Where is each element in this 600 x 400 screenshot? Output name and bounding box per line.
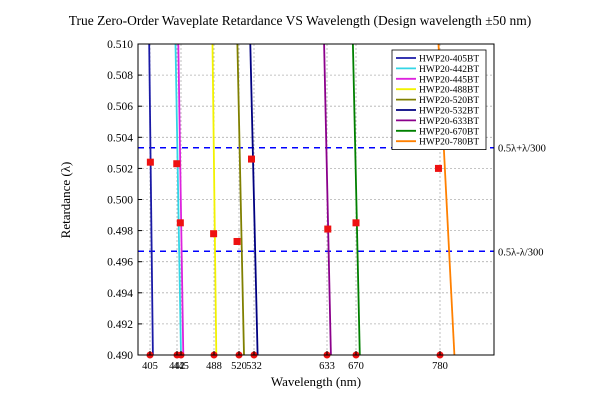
y-tick-label: 0.510 [107,39,133,51]
series-line [177,43,185,356]
series-line [249,43,259,356]
series-line [211,43,218,356]
x-tick-label: 532 [246,361,262,372]
series-lines [148,43,456,356]
legend-label: HWP20-488BT [419,86,479,96]
y-tick-label: 0.498 [107,226,133,238]
data-marker-square [324,225,332,233]
markers [146,155,444,359]
x-axis-label: Wavelength (nm) [271,374,361,389]
legend: HWP20-405BTHWP20-442BTHWP20-445BTHWP20-4… [391,49,487,150]
data-marker-square [248,155,255,163]
y-tick-label: 0.496 [107,257,133,269]
y-tick-label: 0.492 [107,319,133,331]
y-tick-label: 0.500 [107,195,133,207]
reference-lines [138,146,494,253]
reference-line-label: 0.5λ-λ/300 [498,247,543,258]
reference-line-label: 0.5λ+λ/300 [498,144,546,155]
series-line [174,43,182,356]
legend-label: HWP20-520BT [419,96,479,106]
y-tick-label: 0.490 [107,350,133,362]
legend-label: HWP20-670BT [419,127,479,137]
series-line [236,43,245,356]
data-marker-square [233,237,241,245]
chart-title: True Zero-Order Waveplate Retardance VS … [69,13,531,28]
y-tick-label: 0.504 [107,132,133,144]
series-line [323,43,332,356]
series-line [148,43,154,356]
x-tick-label: 780 [432,361,448,372]
legend-label: HWP20-532BT [419,107,479,117]
reference-line-labels: 0.5λ+λ/300 0.5λ-λ/300 [498,144,546,259]
y-tick-label: 0.502 [107,163,133,175]
x-tick-label: 445 [173,361,189,372]
y-axis: 0.490 0.492 0.494 0.496 0.498 0.500 0.502 0.504… [107,39,142,362]
x-tick-label: 670 [348,361,364,372]
series-line [352,43,361,356]
x-tick-label: 488 [206,361,222,372]
legend-label: HWP20-780BT [419,138,479,148]
y-tick-label: 0.506 [107,101,133,113]
x-tick-label: 520 [231,361,247,372]
data-marker-square [173,160,181,168]
data-marker-square [146,158,154,166]
legend-label: HWP20-442BT [419,65,479,75]
data-marker-square [352,219,360,227]
y-tick-label: 0.494 [107,288,133,300]
x-tick-label: 405 [142,361,158,372]
x-tick-label: 633 [319,361,335,372]
legend-label: HWP20-633BT [419,117,479,127]
legend-label: HWP20-445BT [419,75,479,85]
data-marker-square [176,219,184,227]
data-marker-square [434,164,442,172]
y-axis-label: Retardance (λ) [58,162,73,239]
x-tick-label: 442 [169,361,185,372]
legend-label: HWP20-405BT [419,55,479,65]
data-marker-square [210,230,218,238]
y-tick-label: 0.508 [107,70,133,82]
